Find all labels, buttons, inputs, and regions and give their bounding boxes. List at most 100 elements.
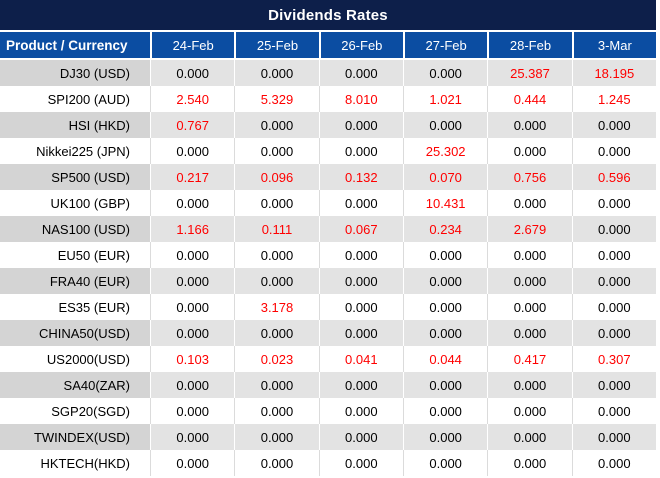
product-cell: TWINDEX(USD) xyxy=(0,424,150,450)
header-date: 28-Feb xyxy=(487,32,572,60)
title-bar: Dividends Rates xyxy=(0,0,656,32)
product-cell: EU50 (EUR) xyxy=(0,242,150,268)
table-row: SPI200 (AUD) 2.540 5.329 8.010 1.021 0.444 1.… xyxy=(0,86,656,112)
value-cell: 0.000 xyxy=(318,138,403,164)
value-cell: 0.000 xyxy=(402,294,488,320)
table-head: Product / Currency 24-Feb 25-Feb 26-Feb 27-… xyxy=(0,32,656,60)
value-cell: 0.000 xyxy=(571,268,656,294)
product-cell: SGP20(SGD) xyxy=(0,398,150,424)
product-cell: FRA40 (EUR) xyxy=(0,268,150,294)
table-row: DJ30 (USD) 0.000 0.000 0.000 0.000 25.387 18.… xyxy=(0,60,656,86)
product-cell: Nikkei225 (JPN) xyxy=(0,138,150,164)
value-cell: 0.000 xyxy=(234,138,319,164)
value-cell: 0.000 xyxy=(487,138,572,164)
value-cell: 0.000 xyxy=(318,268,403,294)
value-cell: 0.000 xyxy=(150,424,235,450)
value-cell: 0.000 xyxy=(571,112,656,138)
value-cell: 0.000 xyxy=(402,320,488,346)
value-cell: 0.000 xyxy=(571,450,656,476)
product-cell: US2000(USD) xyxy=(0,346,150,372)
value-cell: 0.000 xyxy=(150,138,235,164)
value-cell: 2.540 xyxy=(150,86,235,112)
header-date: 25-Feb xyxy=(234,32,319,60)
value-cell: 0.000 xyxy=(234,60,319,86)
value-cell: 0.000 xyxy=(234,268,319,294)
value-cell: 0.000 xyxy=(150,60,235,86)
product-cell: SP500 (USD) xyxy=(0,164,150,190)
value-cell: 0.000 xyxy=(571,242,656,268)
value-cell: 0.756 xyxy=(487,164,572,190)
value-cell: 0.234 xyxy=(402,216,488,242)
value-cell: 0.041 xyxy=(318,346,403,372)
value-cell: 0.000 xyxy=(402,372,488,398)
value-cell: 0.000 xyxy=(150,372,235,398)
table-row: SP500 (USD) 0.217 0.096 0.132 0.070 0.756 0.5… xyxy=(0,164,656,190)
value-cell: 0.000 xyxy=(571,216,656,242)
value-cell: 0.000 xyxy=(234,242,319,268)
product-cell: SPI200 (AUD) xyxy=(0,86,150,112)
value-cell: 0.000 xyxy=(402,242,488,268)
value-cell: 0.044 xyxy=(402,346,488,372)
table-row: TWINDEX(USD) 0.000 0.000 0.000 0.000 0.000 0.… xyxy=(0,424,656,450)
dividends-table: Product / Currency 24-Feb 25-Feb 26-Feb 27-… xyxy=(0,32,656,476)
header-product-currency: Product / Currency xyxy=(0,32,150,60)
value-cell: 18.195 xyxy=(571,60,656,86)
value-cell: 0.000 xyxy=(318,398,403,424)
table-row: EU50 (EUR) 0.000 0.000 0.000 0.000 0.000 0.00… xyxy=(0,242,656,268)
value-cell: 0.000 xyxy=(234,450,319,476)
value-cell: 0.000 xyxy=(150,450,235,476)
value-cell: 0.111 xyxy=(234,216,319,242)
value-cell: 0.000 xyxy=(318,60,403,86)
value-cell: 0.000 xyxy=(234,190,319,216)
table-row: Nikkei225 (JPN) 0.000 0.000 0.000 25.302 0.0… xyxy=(0,138,656,164)
value-cell: 0.000 xyxy=(234,372,319,398)
value-cell: 0.000 xyxy=(487,294,572,320)
value-cell: 0.767 xyxy=(150,112,235,138)
header-date: 3-Mar xyxy=(571,32,656,60)
value-cell: 0.444 xyxy=(487,86,572,112)
value-cell: 0.217 xyxy=(150,164,235,190)
value-cell: 0.000 xyxy=(402,268,488,294)
value-cell: 0.000 xyxy=(150,242,235,268)
value-cell: 0.000 xyxy=(487,242,572,268)
value-cell: 0.000 xyxy=(234,320,319,346)
product-cell: ES35 (EUR) xyxy=(0,294,150,320)
table-row: NAS100 (USD) 1.166 0.111 0.067 0.234 2.679 0.… xyxy=(0,216,656,242)
value-cell: 0.000 xyxy=(318,112,403,138)
product-cell: UK100 (GBP) xyxy=(0,190,150,216)
value-cell: 0.000 xyxy=(402,112,488,138)
value-cell: 0.000 xyxy=(402,450,488,476)
header-row: Product / Currency 24-Feb 25-Feb 26-Feb 27-… xyxy=(0,32,656,60)
value-cell: 0.000 xyxy=(318,190,403,216)
value-cell: 0.000 xyxy=(571,424,656,450)
value-cell: 0.000 xyxy=(487,372,572,398)
value-cell: 0.596 xyxy=(571,164,656,190)
value-cell: 0.000 xyxy=(150,320,235,346)
value-cell: 0.000 xyxy=(571,190,656,216)
value-cell: 10.431 xyxy=(402,190,488,216)
value-cell: 0.307 xyxy=(571,346,656,372)
table-row: SA40(ZAR) 0.000 0.000 0.000 0.000 0.000 0.000 xyxy=(0,372,656,398)
value-cell: 0.132 xyxy=(318,164,403,190)
value-cell: 3.178 xyxy=(234,294,319,320)
value-cell: 0.000 xyxy=(571,398,656,424)
value-cell: 0.000 xyxy=(318,242,403,268)
value-cell: 0.000 xyxy=(150,268,235,294)
value-cell: 2.679 xyxy=(487,216,572,242)
value-cell: 0.000 xyxy=(150,398,235,424)
product-cell: CHINA50(USD) xyxy=(0,320,150,346)
value-cell: 0.000 xyxy=(318,320,403,346)
value-cell: 0.000 xyxy=(234,424,319,450)
product-cell: HKTECH(HKD) xyxy=(0,450,150,476)
product-cell: SA40(ZAR) xyxy=(0,372,150,398)
product-cell: NAS100 (USD) xyxy=(0,216,150,242)
value-cell: 0.000 xyxy=(487,424,572,450)
value-cell: 0.000 xyxy=(150,294,235,320)
table-body: DJ30 (USD) 0.000 0.000 0.000 0.000 25.387 18.… xyxy=(0,60,656,476)
table-row: HSI (HKD) 0.767 0.000 0.000 0.000 0.000 0.000 xyxy=(0,112,656,138)
value-cell: 0.000 xyxy=(487,320,572,346)
value-cell: 0.103 xyxy=(150,346,235,372)
value-cell: 0.000 xyxy=(571,320,656,346)
value-cell: 1.245 xyxy=(571,86,656,112)
